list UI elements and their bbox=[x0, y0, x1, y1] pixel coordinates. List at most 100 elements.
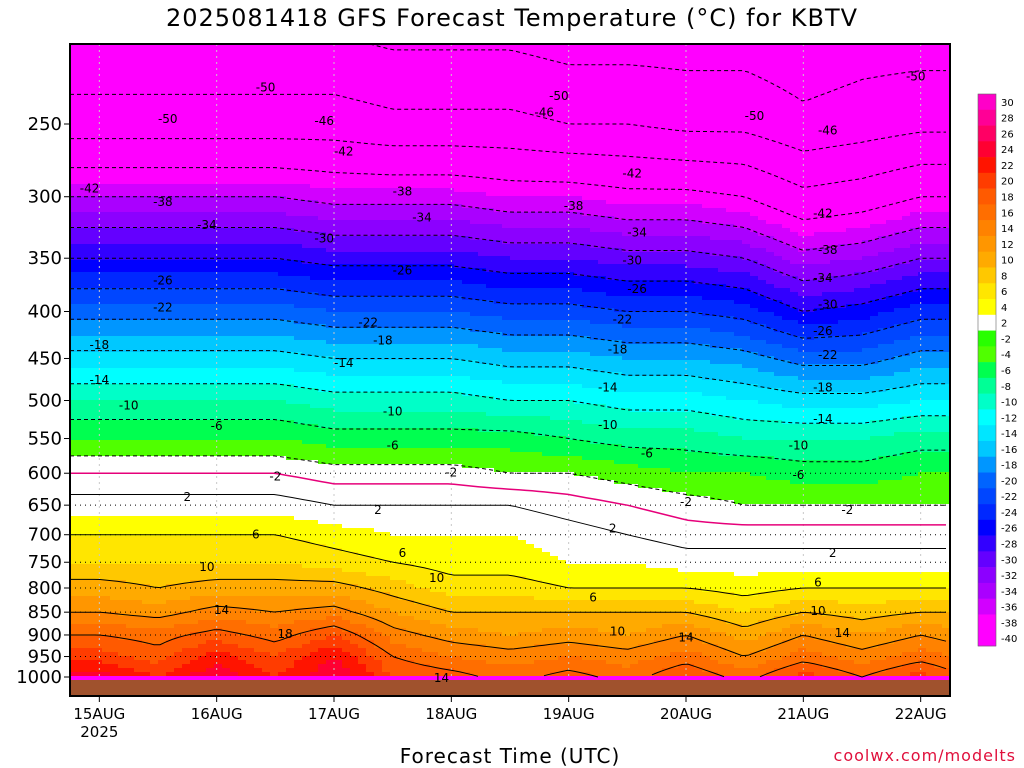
field-cell bbox=[118, 488, 127, 493]
field-cell bbox=[302, 316, 311, 321]
field-cell bbox=[86, 80, 95, 85]
field-cell bbox=[70, 176, 79, 181]
field-cell bbox=[78, 292, 87, 297]
field-cell bbox=[310, 52, 319, 57]
field-cell bbox=[70, 292, 79, 297]
field-cell bbox=[222, 140, 231, 145]
field-cell bbox=[310, 332, 319, 337]
field-cell bbox=[206, 172, 215, 177]
field-cell bbox=[158, 272, 167, 277]
field-cell bbox=[174, 448, 183, 453]
field-cell bbox=[206, 360, 215, 365]
field-cell bbox=[70, 676, 79, 681]
field-cell bbox=[214, 312, 223, 317]
field-cell bbox=[166, 264, 175, 269]
field-cell bbox=[78, 76, 87, 81]
field-cell bbox=[102, 624, 111, 629]
field-cell bbox=[302, 212, 311, 217]
field-cell bbox=[166, 304, 175, 309]
field-cell bbox=[302, 276, 311, 281]
field-cell bbox=[190, 220, 199, 225]
field-cell bbox=[206, 604, 215, 609]
field-cell bbox=[294, 184, 303, 189]
field-cell bbox=[78, 392, 87, 397]
field-cell bbox=[190, 524, 199, 529]
field-cell bbox=[166, 276, 175, 281]
field-cell bbox=[94, 664, 103, 669]
field-cell bbox=[214, 504, 223, 509]
credit-link[interactable]: coolwx.com/modelts bbox=[833, 746, 1016, 765]
field-cell bbox=[286, 480, 295, 485]
field-cell bbox=[214, 580, 223, 585]
field-cell bbox=[174, 668, 183, 673]
field-cell bbox=[86, 52, 95, 57]
field-cell bbox=[286, 216, 295, 221]
field-cell bbox=[270, 472, 279, 477]
field-cell bbox=[158, 300, 167, 305]
field-cell bbox=[278, 348, 287, 353]
field-cell bbox=[150, 368, 159, 373]
field-cell bbox=[294, 276, 303, 281]
field-cell bbox=[142, 500, 151, 505]
field-cell bbox=[126, 208, 135, 213]
field-cell bbox=[150, 204, 159, 209]
field-cell bbox=[118, 436, 127, 441]
field-cell bbox=[230, 56, 239, 61]
field-cell bbox=[302, 372, 311, 377]
field-cell bbox=[102, 308, 111, 313]
field-cell bbox=[142, 196, 151, 201]
field-cell bbox=[278, 664, 287, 669]
field-cell bbox=[126, 324, 135, 329]
field-cell bbox=[278, 580, 287, 585]
field-cell bbox=[206, 296, 215, 301]
field-cell bbox=[142, 188, 151, 193]
field-cell bbox=[110, 548, 119, 553]
field-cell bbox=[270, 644, 279, 649]
field-cell bbox=[182, 536, 191, 541]
field-cell bbox=[78, 344, 87, 349]
field-cell bbox=[190, 112, 199, 117]
field-cell bbox=[78, 400, 87, 405]
field-cell bbox=[126, 620, 135, 625]
field-cell bbox=[174, 232, 183, 237]
field-cell bbox=[158, 432, 167, 437]
field-cell bbox=[206, 324, 215, 329]
field-cell bbox=[110, 404, 119, 409]
field-cell bbox=[254, 300, 263, 305]
field-cell bbox=[94, 260, 103, 265]
field-cell bbox=[78, 424, 87, 429]
field-cell bbox=[142, 148, 151, 153]
field-cell bbox=[254, 96, 263, 101]
field-cell bbox=[94, 168, 103, 173]
field-cell bbox=[86, 656, 95, 661]
field-cell bbox=[246, 612, 255, 617]
field-cell bbox=[150, 224, 159, 229]
field-cell bbox=[182, 636, 191, 641]
field-cell bbox=[254, 104, 263, 109]
field-cell bbox=[302, 228, 311, 233]
field-cell bbox=[182, 560, 191, 565]
field-cell bbox=[174, 140, 183, 145]
field-cell bbox=[222, 108, 231, 113]
field-cell bbox=[94, 104, 103, 109]
field-cell bbox=[190, 360, 199, 365]
field-cell bbox=[214, 104, 223, 109]
field-cell bbox=[134, 252, 143, 257]
field-cell bbox=[214, 308, 223, 313]
field-cell bbox=[94, 396, 103, 401]
field-cell bbox=[246, 224, 255, 229]
field-cell bbox=[230, 640, 239, 645]
field-cell bbox=[134, 592, 143, 597]
field-cell bbox=[270, 676, 279, 681]
field-cell bbox=[214, 456, 223, 461]
field-cell bbox=[278, 456, 287, 461]
field-cell bbox=[270, 396, 279, 401]
field-cell bbox=[302, 52, 311, 57]
field-cell bbox=[294, 376, 303, 381]
field-cell bbox=[222, 636, 231, 641]
field-cell bbox=[270, 500, 279, 505]
field-cell bbox=[86, 168, 95, 173]
field-cell bbox=[270, 96, 279, 101]
field-cell bbox=[118, 312, 127, 317]
field-cell bbox=[150, 540, 159, 545]
